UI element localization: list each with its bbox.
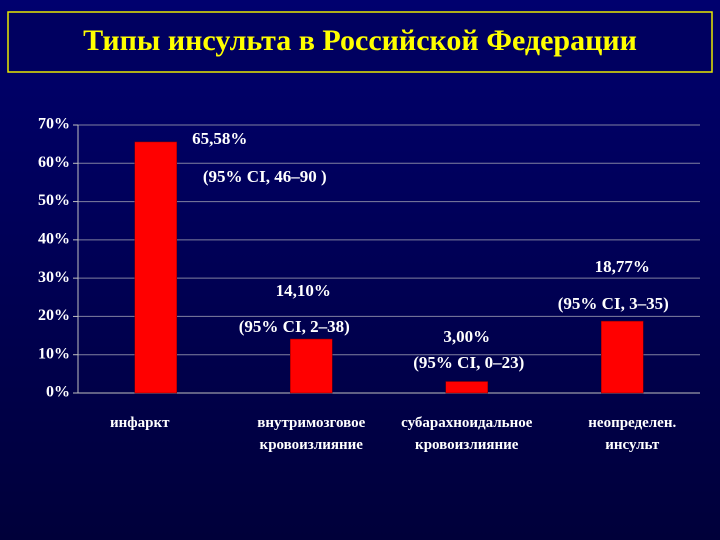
annotation: (95% CI, 2–38) bbox=[239, 317, 350, 336]
bar bbox=[601, 320, 644, 394]
value-label: 65,58% bbox=[192, 129, 247, 148]
bar bbox=[445, 381, 488, 394]
y-tick-label: 60% bbox=[38, 154, 70, 171]
y-tick-label: 0% bbox=[46, 384, 70, 401]
annotation: (95% CI, 3–35) bbox=[558, 294, 669, 313]
value-label: 18,77% bbox=[595, 257, 650, 276]
x-tick-label: субарахноидальное кровоизлияние bbox=[401, 415, 533, 453]
y-tick-label: 40% bbox=[38, 231, 70, 248]
value-label: 14,10% bbox=[276, 281, 331, 300]
x-tick-label: внутримозговое кровоизлияние bbox=[257, 415, 366, 453]
x-tick-label: инфаркт bbox=[109, 415, 170, 431]
value-label: 3,00% bbox=[443, 327, 490, 346]
y-tick-label: 70% bbox=[38, 116, 70, 133]
y-tick-label: 20% bbox=[38, 307, 70, 324]
y-tick-label: 10% bbox=[38, 345, 70, 362]
annotation: (95% CI, 0–23) bbox=[413, 353, 524, 372]
title-box bbox=[7, 11, 713, 73]
y-tick-label: 50% bbox=[38, 192, 70, 209]
bar bbox=[290, 338, 333, 394]
chart-title: Типы инсульта в Российской Федерации bbox=[83, 24, 637, 57]
bar bbox=[134, 141, 177, 394]
y-tick-label: 30% bbox=[38, 269, 70, 286]
x-tick-label: неопределен. инсульт bbox=[588, 415, 677, 453]
annotation: (95% CI, 46–90 ) bbox=[203, 167, 327, 186]
